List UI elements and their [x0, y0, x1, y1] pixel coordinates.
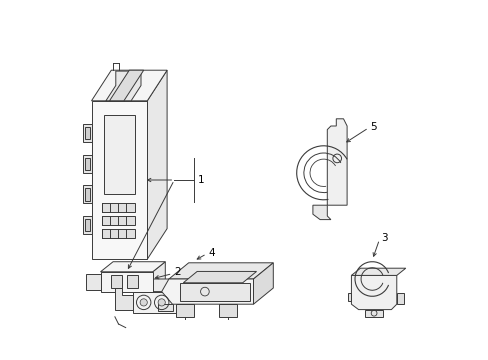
- Polygon shape: [85, 188, 89, 201]
- Polygon shape: [326, 119, 346, 205]
- Polygon shape: [111, 275, 122, 288]
- Polygon shape: [179, 279, 194, 313]
- Text: 3: 3: [381, 233, 387, 243]
- Polygon shape: [168, 263, 273, 279]
- Polygon shape: [351, 275, 396, 310]
- Polygon shape: [158, 304, 172, 311]
- Polygon shape: [86, 274, 101, 290]
- Polygon shape: [85, 219, 89, 231]
- Polygon shape: [396, 293, 403, 304]
- Text: 5: 5: [370, 122, 376, 132]
- Polygon shape: [109, 70, 143, 101]
- Text: 4: 4: [208, 248, 215, 258]
- Text: 1: 1: [197, 175, 204, 185]
- Polygon shape: [179, 283, 249, 301]
- Polygon shape: [106, 71, 141, 101]
- Polygon shape: [102, 203, 134, 212]
- Polygon shape: [347, 293, 351, 301]
- Polygon shape: [102, 229, 134, 238]
- Polygon shape: [82, 155, 91, 173]
- Polygon shape: [176, 304, 194, 317]
- Polygon shape: [133, 279, 194, 292]
- Polygon shape: [127, 275, 138, 288]
- Polygon shape: [82, 216, 91, 234]
- Polygon shape: [219, 304, 237, 317]
- Polygon shape: [147, 70, 167, 259]
- Text: 2: 2: [174, 267, 181, 277]
- Polygon shape: [104, 115, 134, 194]
- Polygon shape: [133, 292, 179, 313]
- Polygon shape: [115, 288, 133, 310]
- Polygon shape: [312, 205, 330, 220]
- Polygon shape: [152, 262, 165, 292]
- Polygon shape: [102, 216, 134, 225]
- Polygon shape: [183, 271, 256, 283]
- Polygon shape: [91, 101, 147, 259]
- Polygon shape: [101, 272, 152, 292]
- Polygon shape: [162, 279, 253, 304]
- Circle shape: [158, 299, 165, 306]
- Circle shape: [140, 299, 147, 306]
- Polygon shape: [91, 70, 167, 101]
- Polygon shape: [82, 185, 91, 203]
- Polygon shape: [82, 124, 91, 142]
- Polygon shape: [85, 127, 89, 139]
- Polygon shape: [85, 158, 89, 170]
- Polygon shape: [351, 268, 405, 275]
- Polygon shape: [101, 262, 165, 272]
- Polygon shape: [365, 310, 382, 317]
- Polygon shape: [253, 263, 273, 304]
